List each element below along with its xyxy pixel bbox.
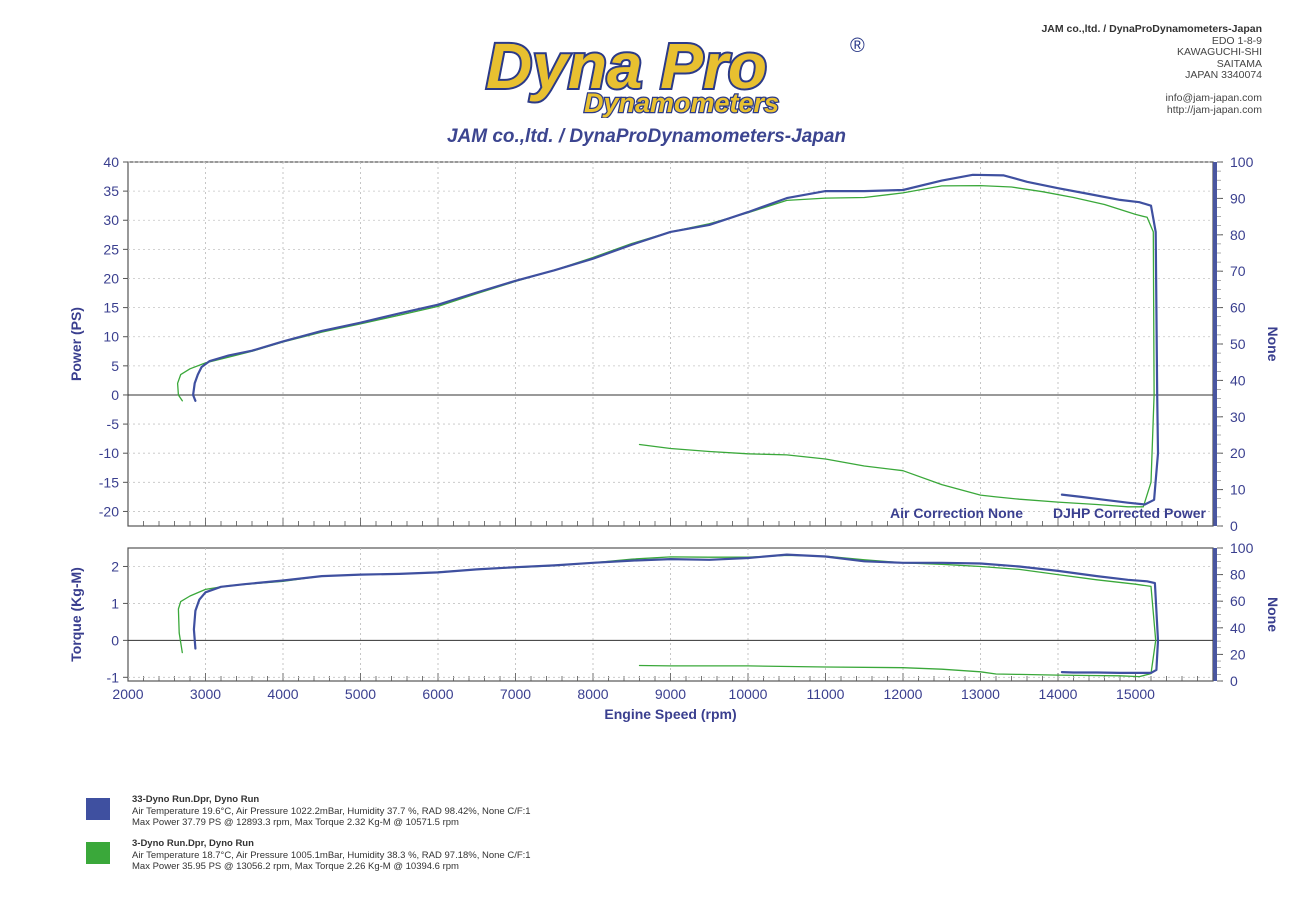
right-axis-bar — [1213, 548, 1217, 681]
y2-tick-label: 80 — [1230, 567, 1246, 583]
x-tick-label: 6000 — [422, 686, 453, 702]
legend-swatch-run3 — [86, 842, 110, 864]
y2-tick-label: 0 — [1230, 518, 1238, 534]
y2-tick-label: 70 — [1230, 263, 1246, 279]
y2-axis-title: None — [1265, 327, 1281, 362]
legend-swatch-run33 — [86, 798, 110, 820]
y-tick-label: -1 — [107, 669, 120, 685]
legend-title: 33-Dyno Run.Dpr, Dyno Run — [132, 794, 260, 805]
x-tick-label: 4000 — [267, 686, 298, 702]
x-tick-label: 13000 — [961, 686, 1000, 702]
series-line-run33-power — [192, 173, 1160, 506]
y-tick-label: -15 — [99, 474, 119, 490]
annotation-correction-type: DJHP Corrected Power — [1053, 505, 1207, 521]
series-line-run33-torque — [192, 553, 1160, 675]
y-tick-label: 40 — [103, 154, 119, 170]
y-tick-label: 0 — [111, 632, 119, 648]
x-tick-label: 5000 — [345, 686, 376, 702]
y2-tick-label: 20 — [1230, 445, 1246, 461]
legend-max-values: Max Power 37.79 PS @ 12893.3 rpm, Max To… — [132, 817, 459, 829]
y-tick-label: 5 — [111, 358, 119, 374]
legend-max-values: Max Power 35.95 PS @ 13056.2 rpm, Max To… — [132, 861, 459, 873]
company-name: JAM co.,ltd. / DynaProDynamometers-Japan — [1041, 23, 1262, 35]
x-tick-label: 7000 — [500, 686, 531, 702]
x-tick-label: 15000 — [1116, 686, 1155, 702]
y-tick-label: 0 — [111, 387, 119, 403]
y2-tick-label: 100 — [1230, 540, 1254, 556]
y-tick-label: 25 — [103, 241, 119, 257]
y-tick-label: 2 — [111, 558, 119, 574]
x-tick-label: 14000 — [1039, 686, 1078, 702]
logo-registered-mark: ® — [850, 35, 865, 57]
y2-tick-label: 40 — [1230, 372, 1246, 388]
y-tick-label: -10 — [99, 445, 119, 461]
y2-tick-label: 60 — [1230, 300, 1246, 316]
contact-url: http://jam-japan.com — [1166, 103, 1262, 116]
address-line: JAPAN 3340074 — [1185, 69, 1262, 82]
x-tick-label: 10000 — [729, 686, 768, 702]
x-tick-label: 8000 — [577, 686, 608, 702]
address-line: EDO 1-8-9 — [1211, 34, 1262, 47]
right-axis-bar — [1213, 162, 1217, 526]
contact-email: info@jam-japan.com — [1165, 91, 1262, 104]
y2-tick-label: 10 — [1230, 482, 1246, 498]
y2-tick-label: 100 — [1230, 154, 1254, 170]
y-axis-title: Power (PS) — [68, 307, 84, 381]
address-line: KAWAGUCHI-SHI — [1177, 46, 1262, 59]
legend-title: 3-Dyno Run.Dpr, Dyno Run — [132, 838, 254, 849]
y-tick-label: -20 — [99, 503, 119, 519]
y2-tick-label: 20 — [1230, 646, 1246, 662]
y2-tick-label: 0 — [1230, 673, 1238, 689]
x-tick-label: 2000 — [112, 686, 143, 702]
x-tick-label: 9000 — [655, 686, 686, 702]
x-tick-label: 12000 — [884, 686, 923, 702]
y2-tick-label: 50 — [1230, 336, 1246, 352]
y2-tick-label: 30 — [1230, 409, 1246, 425]
y2-axis-title: None — [1265, 597, 1281, 632]
y-tick-label: 15 — [103, 300, 119, 316]
annotation-air-correction: Air Correction None — [890, 505, 1023, 521]
address-line: SAITAMA — [1216, 57, 1262, 70]
dynapro-logo: Dyna Pro ® Dynamometers — [484, 30, 865, 118]
x-tick-label: 3000 — [190, 686, 221, 702]
x-tick-label: 11000 — [807, 686, 845, 702]
legend-conditions: Air Temperature 18.7°C, Air Pressure 100… — [132, 849, 531, 861]
y-axis-title: Torque (Kg-M) — [68, 567, 84, 662]
legend-conditions: Air Temperature 19.6°C, Air Pressure 102… — [132, 805, 531, 817]
y-tick-label: 20 — [103, 270, 119, 286]
y-tick-label: 30 — [103, 212, 119, 228]
x-axis-title: Engine Speed (rpm) — [604, 706, 736, 722]
y2-tick-label: 90 — [1230, 190, 1246, 206]
company-address: JAM co.,ltd. / DynaProDynamometers-Japan… — [1041, 23, 1262, 116]
y-tick-label: 10 — [103, 329, 119, 345]
series-line-run3-torque — [177, 554, 1157, 678]
y-tick-label: -5 — [107, 416, 120, 432]
y-tick-label: 1 — [111, 595, 119, 611]
y2-tick-label: 60 — [1230, 593, 1246, 609]
report-title: JAM co.,ltd. / DynaProDynamometers-Japan — [446, 126, 847, 147]
logo-subtext: Dynamometers — [584, 88, 779, 118]
y-tick-label: 35 — [103, 183, 119, 199]
y2-tick-label: 40 — [1230, 620, 1246, 636]
y2-tick-label: 80 — [1230, 227, 1246, 243]
logo-text: Dyna Pro — [486, 30, 767, 102]
